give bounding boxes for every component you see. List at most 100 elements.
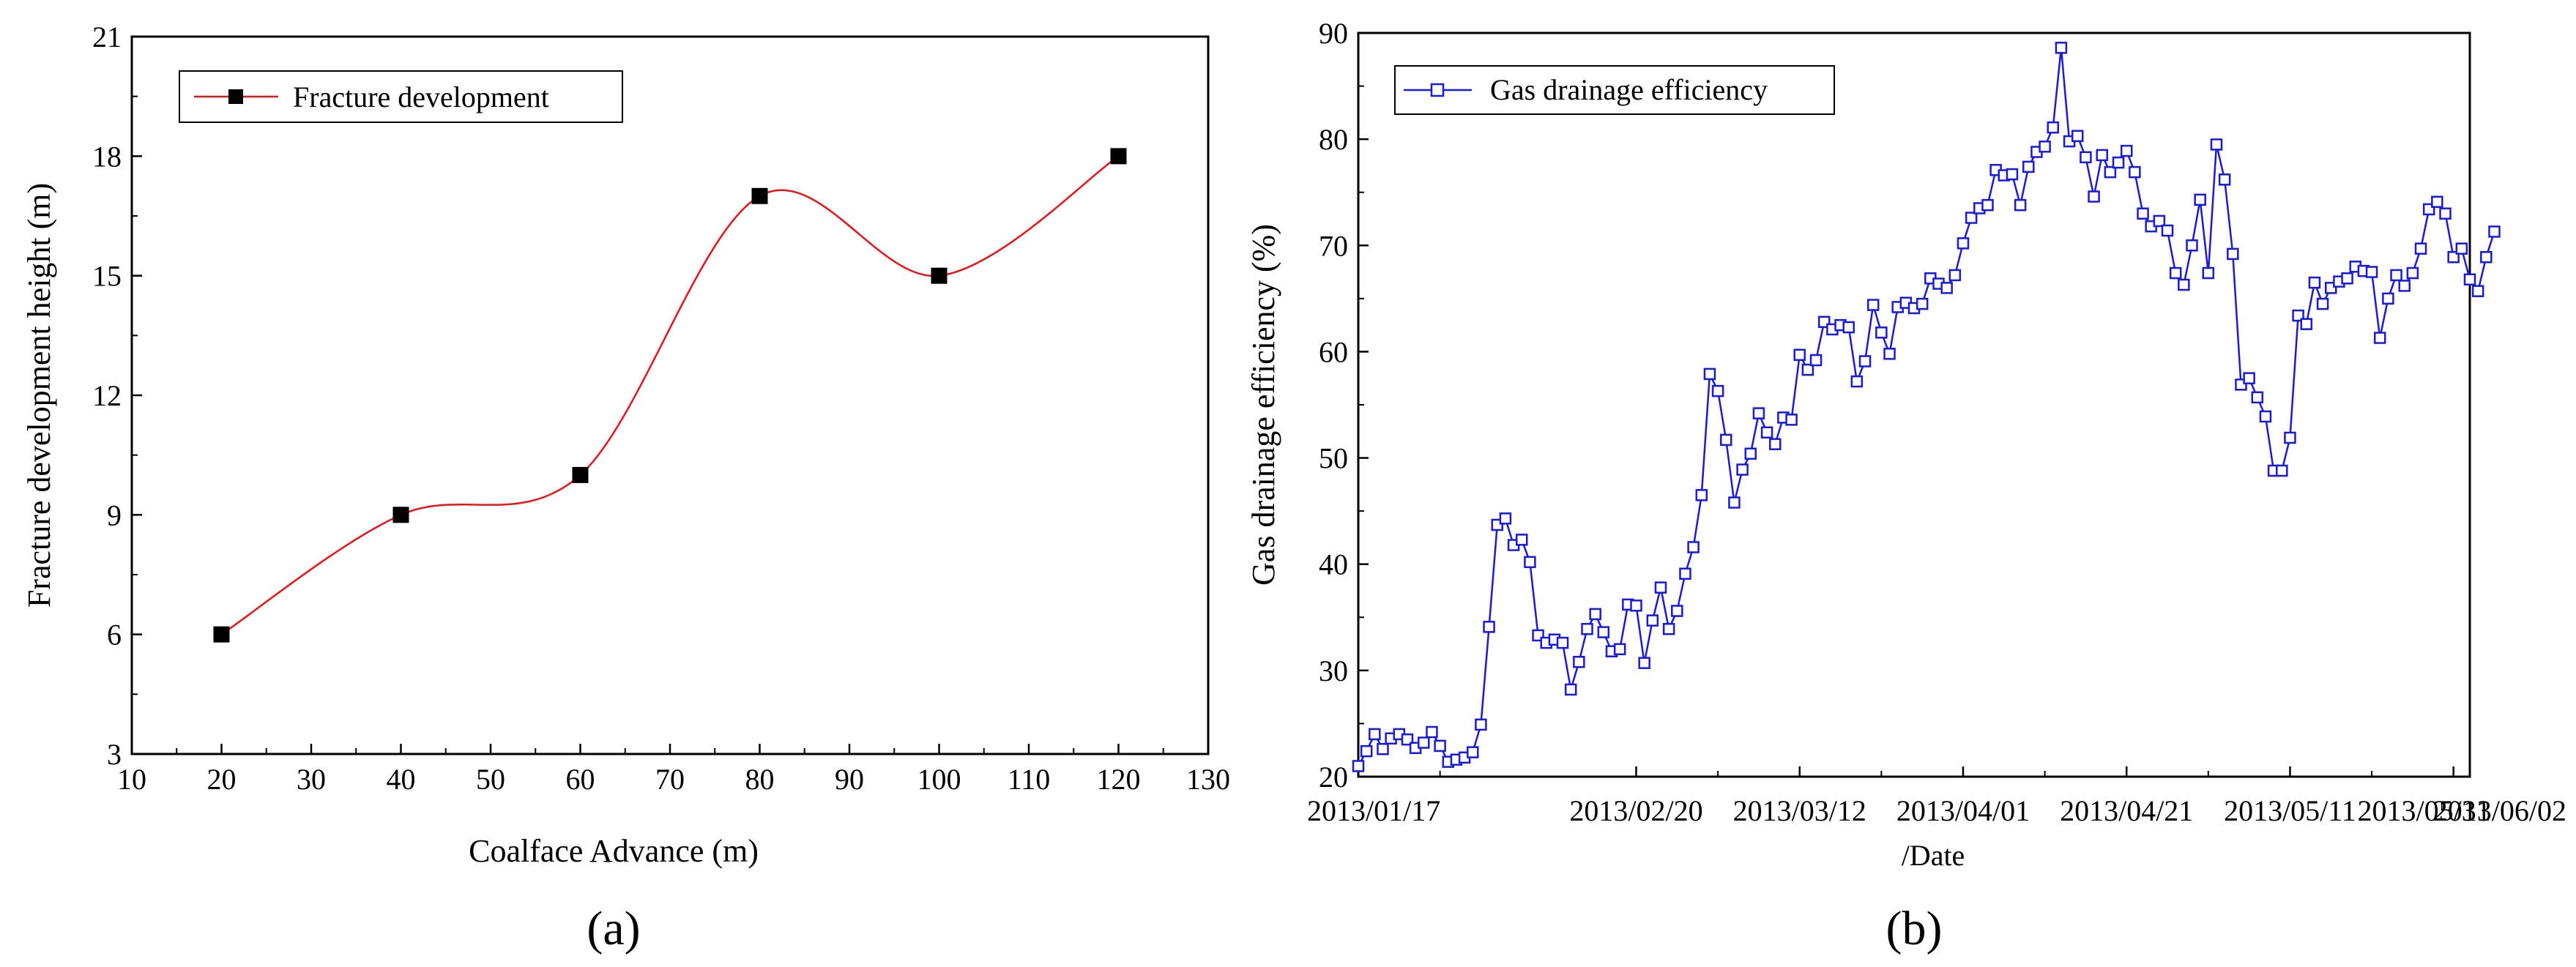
chart-b-data-point [1418, 736, 1430, 749]
chart-a-x-tick-label: 50 [476, 763, 505, 796]
chart-b-y-tick-label: 80 [1319, 123, 1348, 156]
chart-a-data-point [213, 626, 230, 643]
chart-b-data-point [2202, 266, 2215, 280]
chart-b-data-point [2251, 391, 2264, 404]
chart-b-data-point [1515, 534, 1528, 546]
chart-a-y-tick-label: 18 [92, 140, 122, 173]
chart-a-x-tick-label: 110 [1008, 763, 1051, 796]
chart-b-data-point [1589, 608, 1601, 621]
chart-b-data-point [1638, 657, 1650, 669]
chart-b-x-axis-label: /Date [1902, 839, 1965, 872]
chart-b-data-point [2137, 207, 2149, 220]
chart-b-data-point [1760, 426, 1773, 438]
chart-a-plot-frame [130, 35, 1210, 755]
chart-b-data-point [1842, 321, 1855, 334]
chart-a-x-tick-label: 90 [835, 763, 864, 796]
chart-a-x-tick-label: 10 [117, 763, 146, 796]
chart-a-data-point [392, 507, 409, 523]
chart-b-data-point [2455, 242, 2468, 255]
chart-b-data-point [2104, 165, 2117, 179]
chart-b-data-point [2488, 225, 2501, 238]
chart-b-data-point [2471, 285, 2484, 297]
chart-b-data-point [2300, 318, 2313, 330]
chart-b-data-point [1875, 326, 1888, 339]
chart-a-data-point [572, 466, 589, 483]
chart-a-data-point [1110, 148, 1127, 165]
chart-b-data-point [1352, 760, 1365, 772]
chart-b-y-tick-label: 70 [1319, 229, 1348, 262]
chart-b-data-point [2039, 141, 2051, 153]
chart-b-data-point [1883, 348, 1896, 360]
chart-b-data-point [2439, 207, 2452, 220]
chart-b-data-point [1736, 463, 1749, 476]
chart-a-x-tick-label: 30 [297, 763, 326, 796]
chart-b-data-point [2194, 193, 2206, 206]
chart-b-data-point [2080, 151, 2092, 164]
chart-b-data-point [1369, 728, 1381, 741]
chart-b-x-tick-label: 2013/05/11 [2224, 794, 2356, 827]
chart-b-data-point [1499, 512, 1512, 525]
chart-b-x-tick-label: 2013/04/01 [1896, 794, 2030, 827]
chart-a-legend-marker [228, 89, 243, 104]
chart-b-data-point [1785, 414, 1798, 426]
chart-b-data-point [1360, 744, 1373, 758]
chart-b-y-tick-label: 90 [1319, 17, 1348, 50]
chart-b-x-tick-label: 2013/05/31 [2358, 794, 2491, 827]
chart-b-data-point [1483, 621, 1495, 633]
chart-b-data-point [1720, 433, 1732, 447]
chart-a-y-tick-label: 21 [92, 20, 122, 53]
chart-b-data-point [1744, 447, 1757, 460]
chart-a-y-tick-label: 3 [107, 738, 122, 771]
chart-b-data-point [2120, 144, 2133, 157]
chart-b-legend: Gas drainage efficiency [1394, 65, 1835, 115]
chart-b-data-point [1965, 212, 1978, 224]
chart-b-x-tick-label: 2013/06/02 [2433, 794, 2566, 827]
chart-a-x-tick-label: 130 [1186, 763, 1230, 796]
chart-b-data-point [2227, 247, 2239, 261]
chart-b-data-point [2365, 266, 2378, 278]
chart-a-x-tick-label: 120 [1097, 763, 1141, 796]
chart-b-y-tick-label: 20 [1319, 761, 1348, 794]
chart-b-data-point [2022, 160, 2035, 173]
chart-b-data-point [1866, 299, 1880, 311]
chart-b-data-point [1981, 198, 1994, 212]
chart-a-y-tick-label: 15 [92, 260, 122, 293]
chart-b-y-axis-label: Gas drainage efficiency (%) [1246, 224, 1281, 586]
chart-a-y-tick-label: 6 [107, 619, 122, 651]
chart-b-data-point [2341, 272, 2353, 285]
chart-b-x-tick-label: 2013/02/20 [1569, 794, 1702, 827]
chart-a-x-tick-label: 80 [745, 763, 775, 796]
chart-b-data-point [1809, 354, 1823, 367]
chart-b-data-point [1957, 237, 1970, 250]
chart-b-data-point [2259, 410, 2272, 423]
chart-a-series-line [220, 155, 1120, 635]
chart-b-data-point [1728, 496, 1741, 509]
chart-b-data-point [2153, 214, 2166, 228]
chart-b-data-point [2071, 130, 2084, 143]
chart-a-legend: Fracture development [179, 70, 623, 123]
chart-b-data-point [1850, 375, 1864, 388]
chart-a-x-axis-label: Coalface Advance (m) [469, 833, 759, 869]
chart-b-data-point [2480, 251, 2493, 264]
chart-b-data-point [1769, 438, 1782, 450]
chart-b-data-point [1630, 600, 1642, 612]
chart-b-y-tick-label: 30 [1319, 654, 1348, 687]
chart-b: 20 30 40 50 60 70 80 90 2013/01/17 2013/02/20 2013… [1246, 17, 2566, 955]
chart-b-data-point [2382, 292, 2394, 305]
chart-b-data-point [2373, 332, 2386, 344]
chart-b-data-point [1671, 605, 1683, 617]
chart-b-data-point [1646, 614, 1659, 627]
chart-a-x-tick-label: 20 [207, 763, 237, 796]
chart-b-data-point [1687, 541, 1700, 553]
chart-b-data-point [1679, 567, 1691, 580]
chart-b-x-tick-label: 2013/03/12 [1733, 794, 1866, 827]
chart-b-data-point [1613, 643, 1626, 656]
chart-b-data-point [1695, 489, 1708, 501]
chart-a-x-tick-label: 40 [387, 763, 416, 796]
chart-b-x-tick-label: 2013/01/17 [1307, 794, 1440, 827]
chart-b-data-point [2129, 165, 2141, 179]
chart-b-legend-label: Gas drainage efficiency [1490, 73, 1768, 106]
chart-b-data-point [2316, 297, 2329, 310]
chart-b-data-point [2390, 269, 2402, 282]
